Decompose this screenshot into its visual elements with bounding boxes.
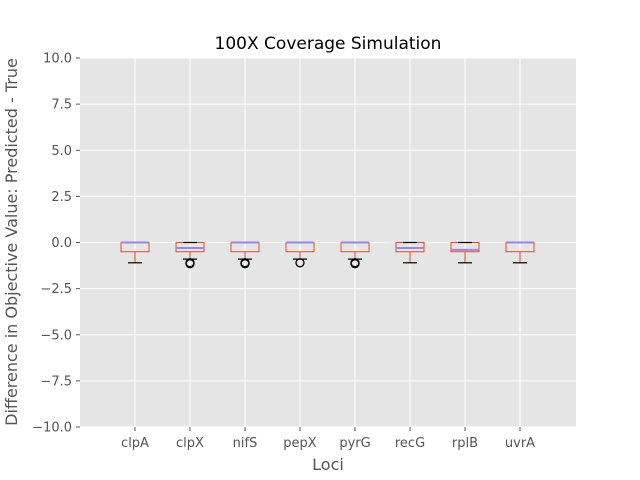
x-tick-label: pyrG (339, 436, 370, 451)
box-uvrA (505, 241, 535, 264)
y-tick-label: 7.5 (51, 98, 72, 113)
x-tick-label: pepX (283, 436, 317, 451)
y-tick-label: 0.0 (51, 236, 72, 251)
box-clpA (120, 241, 150, 264)
x-tick-label: clpA (121, 436, 149, 451)
x-tick-label: rplB (452, 436, 478, 451)
y-tick-label: −10.0 (32, 421, 72, 436)
flier-point (185, 259, 195, 269)
y-axis-ticks: −10.0 −7.5 −5.0 −2.5 0.0 2.5 5.0 7.5 10.0 (32, 52, 80, 436)
y-tick-label: 5.0 (51, 144, 72, 159)
x-tick-label: clpX (176, 436, 204, 451)
box-pyrG (340, 241, 370, 269)
flier-point (350, 259, 360, 269)
boxes (120, 241, 535, 269)
x-tick-label: recG (395, 436, 425, 451)
box-nifS (230, 241, 260, 269)
y-tick-label: 2.5 (51, 190, 72, 205)
x-axis-label: Loci (312, 455, 344, 474)
flier-point (295, 258, 305, 268)
box-rplB (450, 241, 480, 264)
box-pepX (285, 241, 315, 268)
flier-point (240, 259, 250, 269)
box-recG (395, 241, 425, 264)
y-tick-label: −5.0 (40, 328, 72, 343)
x-tick-label: nifS (233, 436, 258, 451)
y-tick-label: 10.0 (43, 52, 72, 67)
x-axis-ticks: clpA clpX nifS pepX pyrG recG rplB uvrA (121, 427, 535, 451)
y-tick-label: −2.5 (40, 282, 72, 297)
y-tick-label: −7.5 (40, 374, 72, 389)
y-axis-label: Difference in Objective Value: Predicted… (2, 58, 21, 426)
x-tick-label: uvrA (505, 436, 535, 451)
chart-title: 100X Coverage Simulation (215, 34, 442, 54)
box-clpX (175, 241, 205, 269)
